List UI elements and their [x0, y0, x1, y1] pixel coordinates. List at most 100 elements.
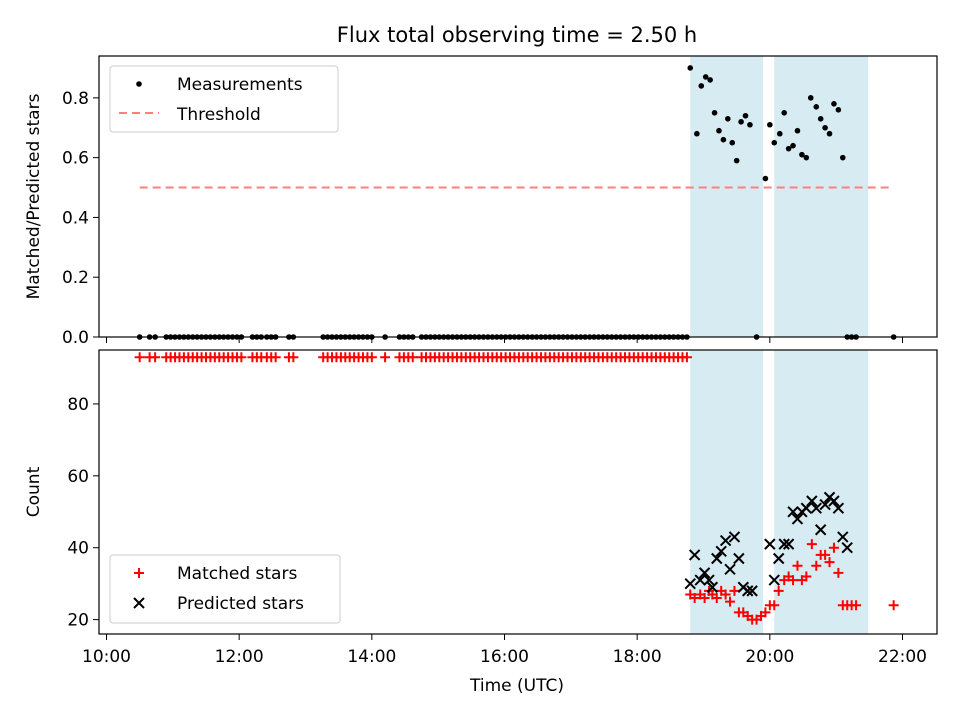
y-tick-label: 60 — [67, 467, 89, 487]
predicted-stars-point — [742, 585, 754, 597]
measurement-point — [747, 121, 753, 128]
matched-stars-point — [888, 600, 899, 611]
legend-box — [109, 65, 339, 133]
predicted-stars-point — [772, 552, 785, 565]
matched-stars-point — [760, 607, 771, 618]
predicted-stars-point — [837, 531, 849, 543]
matched-stars-point — [828, 542, 839, 553]
matched-stars-point — [801, 571, 812, 582]
predicted-stars-point — [698, 567, 711, 579]
matched-stars-point — [288, 352, 299, 363]
measurement-point — [707, 77, 713, 83]
x-tick-label: 14:00 — [347, 647, 396, 667]
measurement-point — [694, 130, 700, 137]
measurement-point — [698, 83, 705, 89]
y-tick-label: 0.0 — [62, 328, 89, 348]
matched-stars-point — [407, 352, 418, 363]
predicted-stars-point — [764, 538, 776, 550]
legend-measurements-label: Measurements — [177, 75, 303, 95]
measurement-point — [742, 112, 749, 119]
predicted-stars-point — [768, 574, 780, 586]
predicted-stars-point — [800, 502, 813, 514]
matched-stars-point — [150, 352, 161, 363]
legend-measurements-marker — [136, 81, 142, 87]
x-tick-label: 12:00 — [215, 647, 264, 667]
measurement-point — [716, 127, 722, 134]
observing-interval-band — [774, 350, 869, 634]
predicted-stars-point — [787, 506, 799, 518]
matched-stars-point — [792, 560, 803, 571]
y-tick-label: 0.4 — [62, 208, 89, 228]
y-tick-label: 80 — [67, 395, 89, 415]
y-axis-label: Matched/Predicted stars — [24, 93, 44, 299]
predicted-stars-point — [711, 552, 723, 565]
measurement-point — [702, 74, 709, 80]
predicted-stars-point — [706, 581, 719, 593]
measurement-point — [733, 157, 740, 164]
observing-interval-band — [774, 56, 869, 337]
predicted-stars-point — [810, 502, 822, 514]
x-axis-label: Time (UTC) — [469, 676, 564, 696]
predicted-stars-point — [828, 495, 840, 507]
predicted-stars-point — [806, 495, 818, 507]
matched-stars-point — [366, 352, 377, 363]
measurement-point — [822, 124, 828, 131]
observing-interval-band — [690, 56, 764, 337]
matched-stars-point — [833, 567, 844, 578]
measurement-point — [687, 65, 694, 71]
plot-frame — [98, 55, 938, 338]
measurement-point — [803, 154, 810, 161]
measurement-point — [790, 142, 796, 149]
measurement-point — [826, 130, 833, 137]
x-tick-label: 10:00 — [82, 647, 131, 667]
measurement-point — [767, 121, 773, 128]
y-tick-label: 0.8 — [62, 89, 89, 109]
measurement-point — [738, 118, 744, 125]
predicted-stars-point — [715, 545, 727, 558]
y-axis-label: Count — [24, 466, 44, 517]
matched-stars-point — [811, 560, 822, 571]
matched-stars-point — [851, 600, 862, 611]
measurement-point — [799, 151, 805, 158]
legend-threshold-label: Threshold — [176, 105, 261, 125]
plot-frame — [98, 349, 938, 635]
matched-stars-point — [773, 585, 784, 596]
predicted-stars-point — [814, 524, 827, 536]
measurement-point — [831, 101, 837, 107]
measurement-point — [840, 154, 846, 161]
matched-stars-point — [725, 596, 736, 607]
bottom-panel-count: 20 40 60 80 10:00 12:00 14:00 16:00 18:00 20:00 22… — [24, 349, 938, 696]
measurement-point — [771, 139, 778, 146]
matched-stars-point — [711, 593, 722, 604]
measurement-point — [762, 175, 769, 182]
x-tick-label: 22:00 — [878, 647, 927, 667]
measurement-point — [776, 130, 783, 137]
predicted-stars-point — [733, 552, 745, 565]
predicted-stars-point — [746, 585, 758, 597]
predicted-stars-point — [684, 577, 696, 590]
legend-matched-label: Matched stars — [177, 564, 297, 584]
matched-stars-point — [134, 352, 145, 363]
matched-stars-point — [699, 593, 710, 604]
measurement-point — [711, 109, 718, 116]
predicted-stars-point — [719, 534, 732, 547]
measurement-point — [835, 107, 842, 113]
measurement-point — [794, 127, 801, 134]
predicted-stars-point — [832, 502, 845, 514]
matched-stars-point — [720, 589, 731, 600]
legend-predicted-label: Predicted stars — [177, 594, 304, 614]
x-tick-label: 16:00 — [480, 647, 529, 667]
predicted-stars-point — [819, 498, 831, 511]
matched-stars-point — [820, 549, 831, 560]
chart-title: Flux total observing time = 2.50 h — [337, 23, 697, 47]
legend-predicted-marker — [133, 597, 145, 609]
matched-stars-point — [380, 352, 391, 363]
predicted-stars-point — [791, 513, 804, 525]
matched-stars-point — [824, 557, 835, 568]
matched-stars-point — [236, 352, 247, 363]
measurement-point — [781, 109, 788, 116]
matched-stars-point — [270, 352, 281, 363]
x-tick-label: 20:00 — [745, 647, 794, 667]
y-tick-label: 20 — [67, 611, 89, 631]
